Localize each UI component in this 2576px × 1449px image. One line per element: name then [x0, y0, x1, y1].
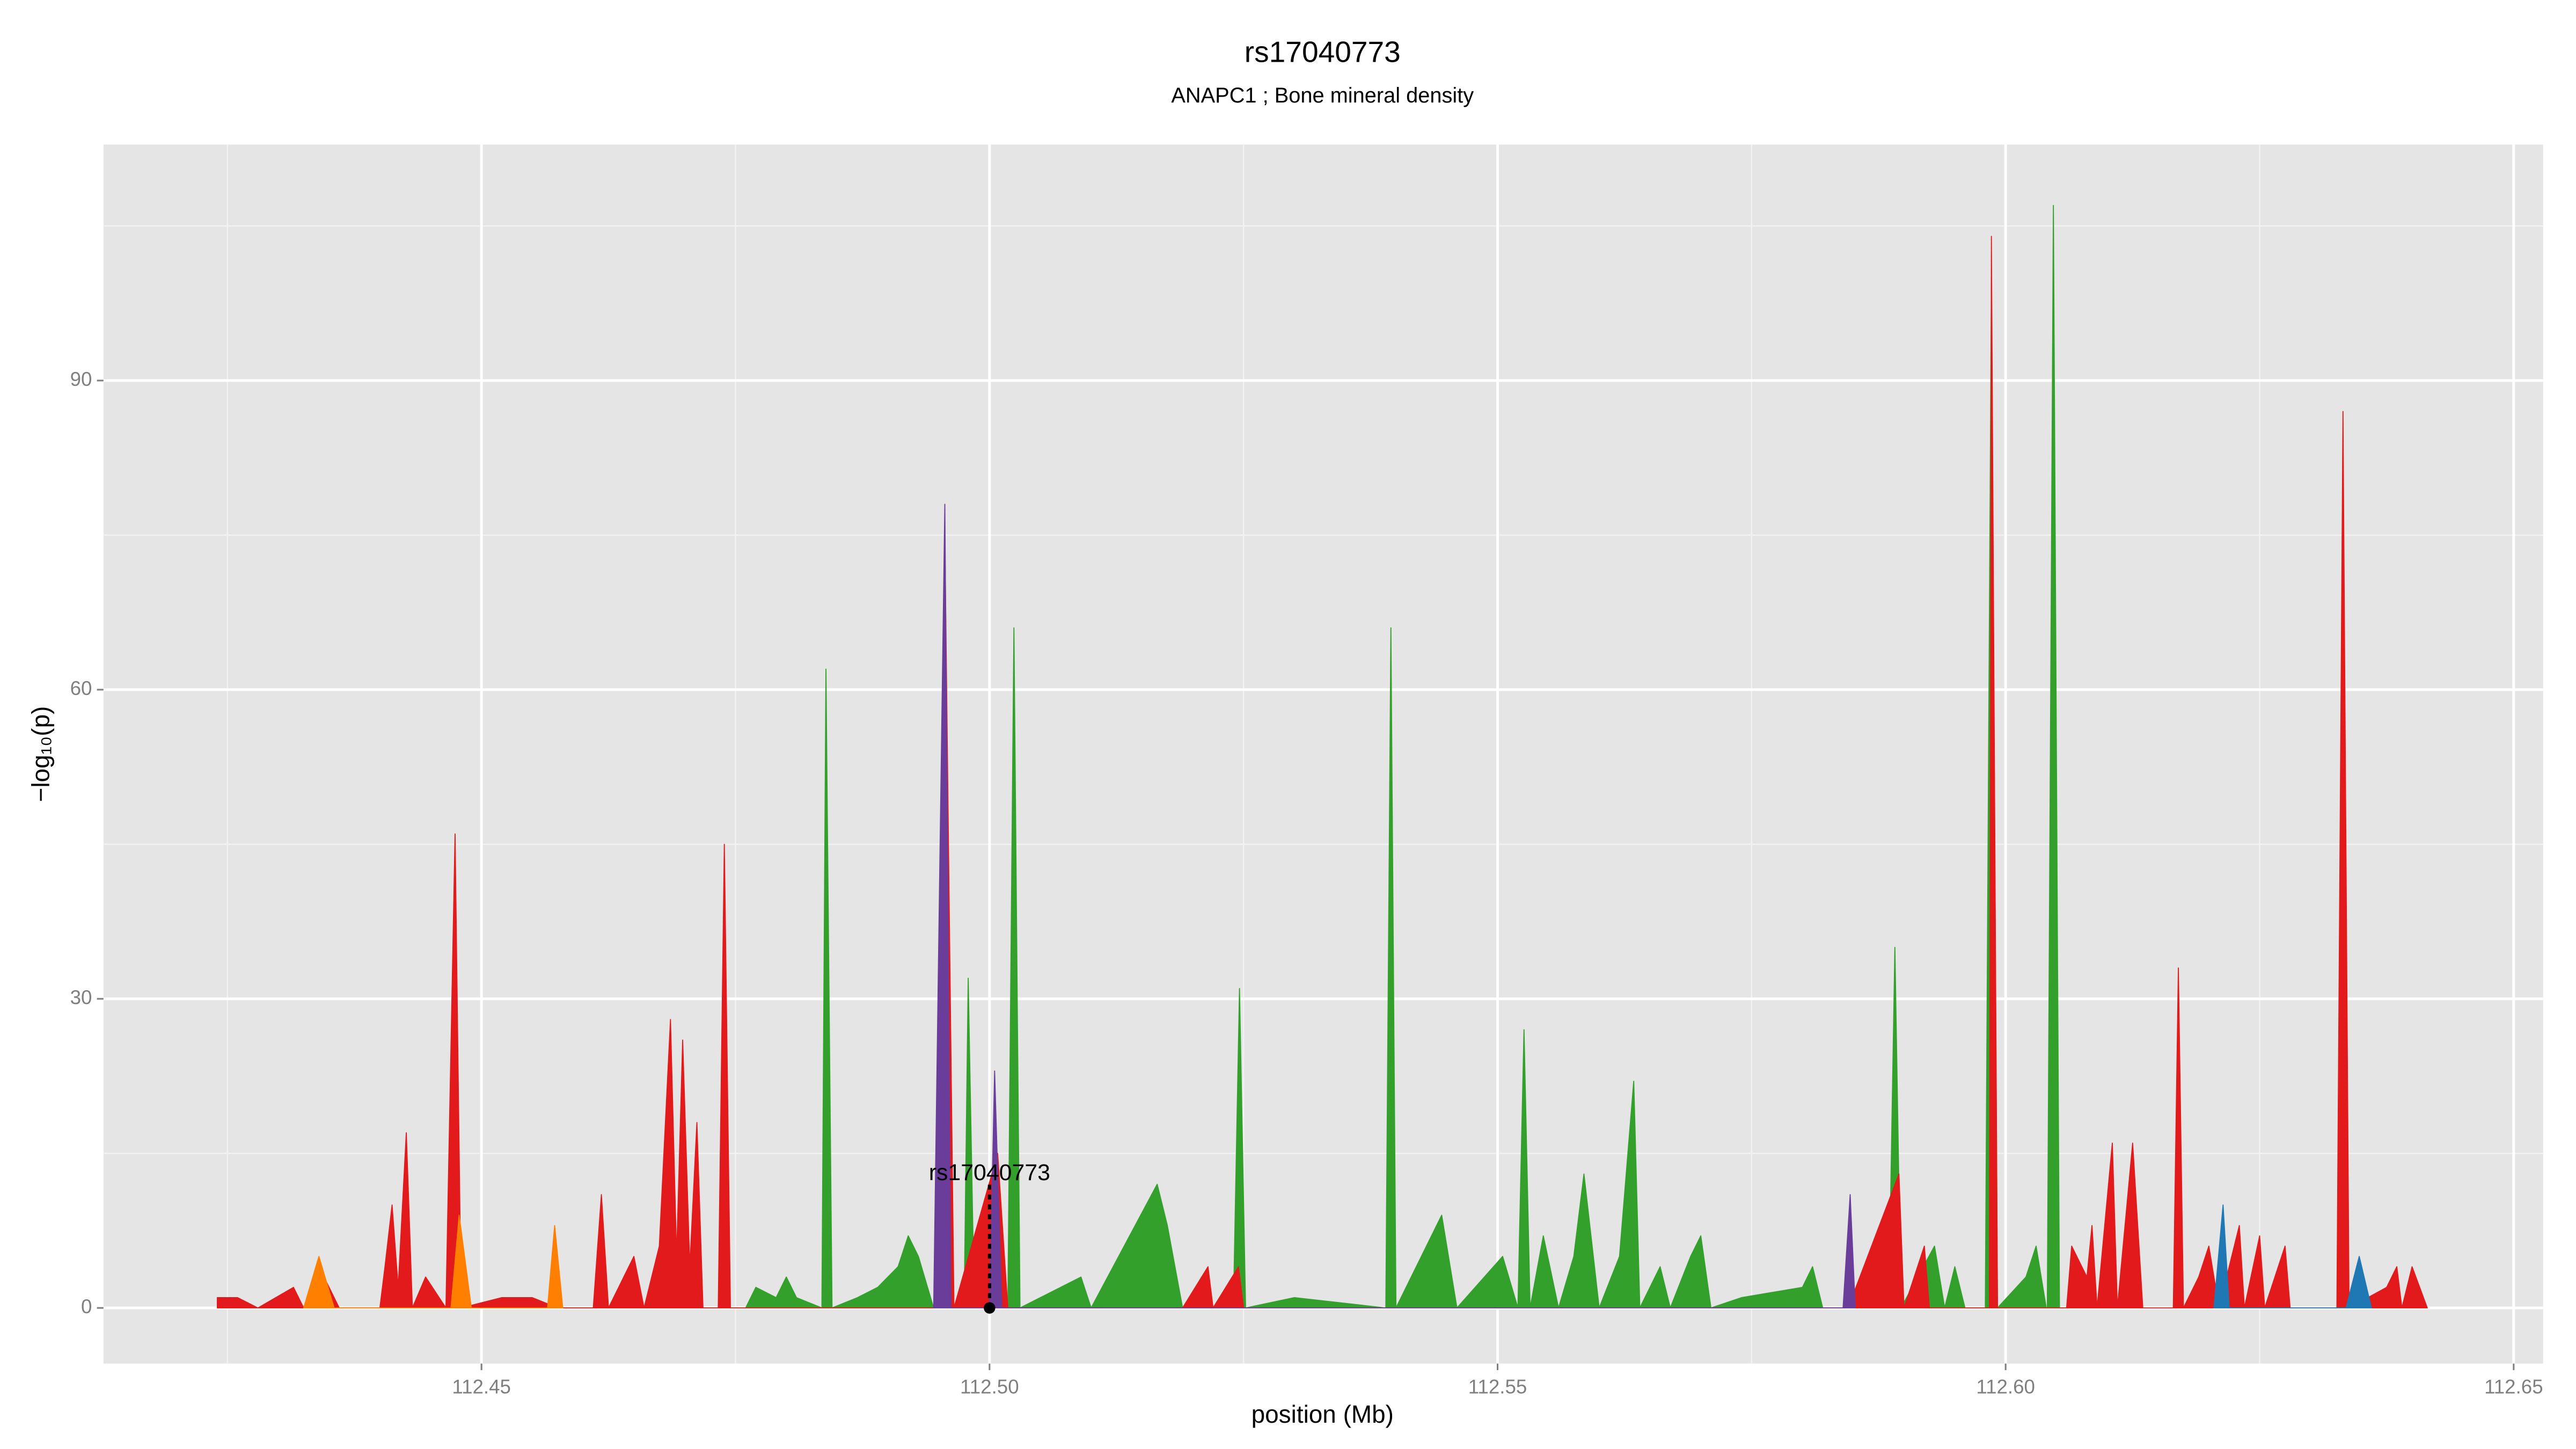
x-tick-label: 112.65: [2484, 1375, 2543, 1397]
x-axis-label: position (Mb): [1252, 1400, 1394, 1428]
area-series: [933, 503, 1856, 1309]
y-tick-label: 30: [70, 986, 92, 1008]
annotation-label: rs17040773: [929, 1160, 1050, 1185]
y-tick-label: 90: [70, 368, 92, 390]
area-series: [486, 204, 2077, 1309]
x-tick-label: 112.50: [960, 1375, 1019, 1397]
y-tick-label: 60: [70, 677, 92, 699]
area-series: [216, 236, 2428, 1309]
area-series: [2213, 1204, 2372, 1309]
marker-point: [984, 1302, 996, 1314]
y-tick-label: 0: [81, 1296, 92, 1318]
chart-title: rs17040773: [1245, 35, 1401, 69]
x-tick-label: 112.55: [1468, 1375, 1527, 1397]
x-tick-label: 112.60: [1976, 1375, 2035, 1397]
area-series: [303, 1214, 564, 1309]
chart-subtitle: ANAPC1 ; Bone mineral density: [1171, 84, 1474, 107]
plot-panel: [103, 144, 2543, 1364]
x-tick-label: 112.45: [452, 1375, 511, 1397]
y-axis-label: −log₁₀(p): [27, 706, 55, 802]
